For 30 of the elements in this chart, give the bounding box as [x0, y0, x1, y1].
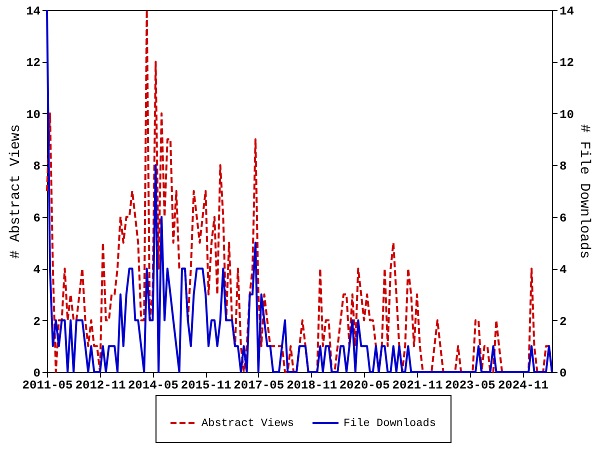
x-tick-label: 2024-11 [498, 378, 548, 392]
legend-label: File Downloads [344, 418, 436, 430]
y2-tick-label: 4 [560, 263, 567, 278]
x-tick-label: 2011-05 [22, 378, 73, 392]
y2-tick-label: 0 [560, 366, 567, 380]
y-tick-label: 8 [33, 160, 40, 174]
y2-tick-label: 2 [560, 314, 567, 329]
x-tick-label: 2023-05 [444, 378, 496, 392]
y2-tick-label: 12 [560, 56, 574, 70]
y2-axis-title: # File Downloads [576, 124, 592, 259]
x-tick-label: 2018-11 [286, 378, 338, 392]
y-tick-label: 0 [33, 366, 40, 380]
y-axis-title: # Abstract Views [8, 124, 24, 259]
x-tick-label: 2015-11 [180, 378, 232, 392]
y2-tick-label: 10 [560, 108, 574, 122]
y-tick-label: 6 [33, 211, 40, 226]
x-tick-label: 2020-05 [339, 378, 390, 392]
x-tick-label: 2014-05 [128, 378, 178, 392]
y2-tick-label: 14 [560, 4, 574, 18]
y2-tick-label: 6 [560, 211, 567, 226]
y-tick-label: 4 [33, 263, 40, 278]
y-tick-label: 14 [26, 4, 40, 18]
legend-label: Abstract Views [202, 418, 294, 430]
y-tick-label: 12 [26, 56, 40, 70]
y-tick-label: 10 [26, 108, 40, 122]
x-tick-label: 2021-11 [392, 378, 443, 392]
x-tick-label: 2012-11 [75, 378, 126, 392]
y2-tick-label: 8 [560, 160, 567, 174]
x-tick-label: 2017-05 [234, 378, 284, 392]
y-tick-label: 2 [33, 314, 40, 329]
